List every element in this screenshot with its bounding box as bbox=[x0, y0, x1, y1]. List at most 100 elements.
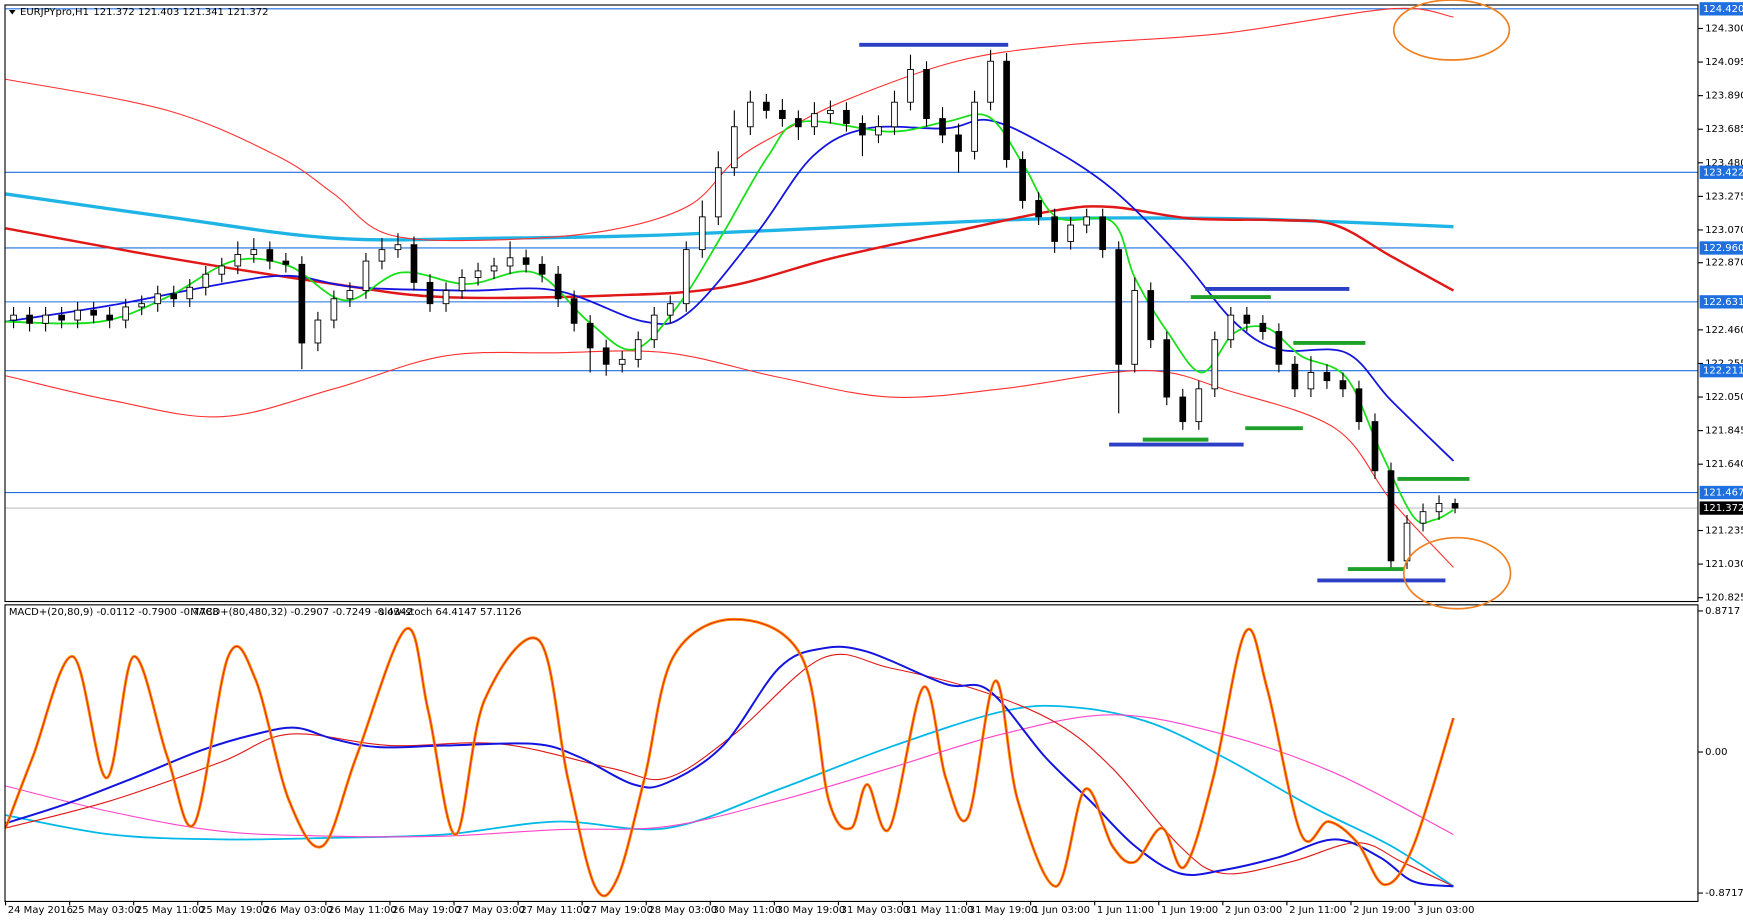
level-label-box bbox=[1699, 165, 1743, 179]
level-label: 122.631 bbox=[1703, 297, 1743, 308]
x-tick-label: 27 May 03:00 bbox=[456, 905, 525, 916]
candle-body bbox=[843, 109, 850, 124]
level-label-box bbox=[1699, 363, 1743, 378]
candle-body bbox=[1355, 388, 1363, 423]
candle-body bbox=[1019, 159, 1026, 201]
x-tick-label: 31 May 03:00 bbox=[841, 905, 910, 916]
indicator-line-core bbox=[5, 618, 1454, 897]
candle-body bbox=[554, 273, 562, 300]
level-label: 124.420 bbox=[1703, 4, 1743, 15]
y-tick-label: 120.825 bbox=[1705, 593, 1743, 604]
x-tick-label: 2 Jun 03:00 bbox=[1225, 905, 1282, 916]
y-tick-label: 123.480 bbox=[1705, 158, 1743, 169]
candle-body bbox=[218, 265, 226, 275]
candle-body bbox=[314, 319, 322, 344]
candle-body bbox=[714, 167, 722, 218]
candle-body bbox=[1131, 290, 1139, 365]
candle-body bbox=[74, 309, 81, 321]
x-tick-label: 31 May 19:00 bbox=[969, 905, 1038, 916]
candle-body bbox=[58, 314, 65, 321]
candle-body bbox=[1243, 314, 1251, 324]
indicator-line bbox=[5, 645, 1454, 888]
y-tick-label: 0.8717 bbox=[1705, 606, 1740, 617]
candle-body bbox=[186, 286, 194, 300]
x-tick-label: 24 May 2016 bbox=[8, 905, 73, 916]
candle-body bbox=[266, 249, 274, 262]
indicator-label: MACD+(20,80,9) -0.0112 -0.7900 -0.7788 bbox=[9, 607, 219, 618]
level-label-box bbox=[1699, 295, 1743, 309]
x-tick-label: 30 May 11:00 bbox=[713, 905, 782, 916]
candle-body bbox=[1371, 421, 1379, 472]
x-tick-label: 25 May 03:00 bbox=[72, 905, 141, 916]
candle-body bbox=[1035, 200, 1042, 218]
candle-body bbox=[154, 293, 162, 305]
x-tick-label: 25 May 11:00 bbox=[136, 905, 205, 916]
candle-body bbox=[1067, 224, 1074, 242]
candle-body bbox=[26, 314, 33, 324]
price-panel-frame bbox=[4, 4, 1699, 603]
indicator-line bbox=[5, 714, 1454, 838]
level-label: 121.467 bbox=[1703, 488, 1743, 499]
candle-body bbox=[891, 101, 898, 128]
y-tick-label: 123.890 bbox=[1705, 91, 1743, 102]
candle-body bbox=[682, 249, 690, 305]
candle-body bbox=[170, 293, 178, 300]
candle-body bbox=[106, 314, 113, 321]
candle-body bbox=[138, 303, 146, 308]
candle-body bbox=[875, 126, 882, 136]
candle-body bbox=[1195, 388, 1203, 423]
candle-body bbox=[42, 314, 49, 324]
candle-body bbox=[122, 306, 130, 321]
x-tick-label: 1 Jun 11:00 bbox=[1097, 905, 1154, 916]
candle-body bbox=[650, 314, 658, 341]
candle-body bbox=[1099, 216, 1107, 251]
candle-body bbox=[426, 281, 434, 305]
x-tick-label: 25 May 19:00 bbox=[200, 905, 269, 916]
candle-body bbox=[763, 101, 770, 111]
candle-body bbox=[1435, 503, 1443, 513]
candle-body bbox=[234, 254, 242, 267]
candle-body bbox=[634, 339, 642, 360]
candle-body bbox=[410, 244, 418, 283]
candle-body bbox=[90, 309, 97, 316]
candle-body bbox=[362, 260, 370, 292]
candle-body bbox=[1339, 380, 1347, 390]
candle-body bbox=[698, 216, 706, 251]
candle-body bbox=[939, 118, 946, 136]
x-tick-label: 1 Jun 03:00 bbox=[1033, 905, 1090, 916]
candle-body bbox=[202, 273, 210, 288]
candle-body bbox=[811, 113, 818, 128]
oscillator-panel-frame bbox=[4, 604, 1699, 903]
candle-body bbox=[1051, 216, 1058, 242]
y-tick-label: 122.870 bbox=[1705, 258, 1743, 269]
y-tick-label: -0.8717 bbox=[1705, 888, 1743, 899]
y-tick-label: 122.255 bbox=[1705, 358, 1743, 369]
y-tick-label: 122.460 bbox=[1705, 325, 1743, 336]
indicator-label: slow-stoch 64.4147 57.1126 bbox=[379, 607, 521, 618]
x-tick-label: 2 Jun 19:00 bbox=[1353, 905, 1410, 916]
candle-body bbox=[1275, 331, 1283, 365]
indicator-label: MACD+(80,480,32) -0.2907 -0.7249 -0.4342 bbox=[190, 607, 413, 618]
quote: 121.372 121.403 121.341 121.372 bbox=[93, 7, 268, 18]
candle-body bbox=[1003, 60, 1010, 160]
candle-body bbox=[346, 290, 354, 300]
candle-body bbox=[1179, 396, 1187, 423]
candle-body bbox=[602, 347, 610, 365]
candle-body bbox=[474, 270, 482, 278]
candle-body bbox=[987, 60, 994, 103]
bid-label-box bbox=[1699, 501, 1743, 515]
candle-body bbox=[1259, 322, 1267, 332]
candle-body bbox=[298, 263, 306, 344]
y-tick-label: 123.275 bbox=[1705, 191, 1743, 202]
candle-body bbox=[506, 257, 514, 267]
indicator-line bbox=[5, 653, 1454, 887]
x-tick-label: 2 Jun 11:00 bbox=[1289, 905, 1346, 916]
candle-body bbox=[971, 101, 978, 152]
x-tick-label: 31 May 11:00 bbox=[905, 905, 974, 916]
candle-body bbox=[1083, 216, 1091, 226]
indicator-line bbox=[5, 704, 1454, 888]
candle-body bbox=[779, 109, 786, 120]
level-label: 122.960 bbox=[1703, 243, 1743, 254]
